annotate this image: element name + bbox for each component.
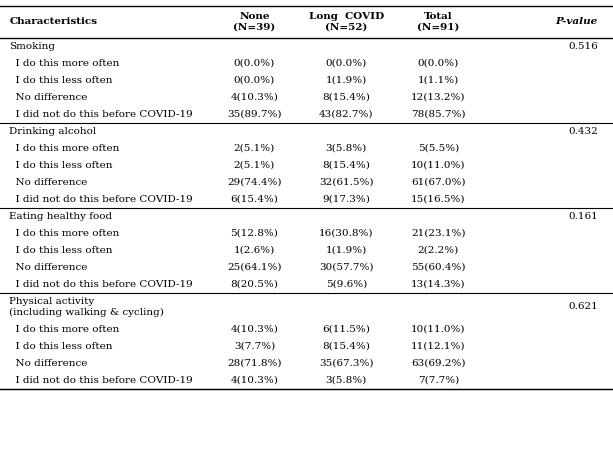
Text: I do this more often: I do this more often <box>9 229 120 238</box>
Text: 5(9.6%): 5(9.6%) <box>326 280 367 289</box>
Text: 2(2.2%): 2(2.2%) <box>417 246 459 255</box>
Text: I do this less often: I do this less often <box>9 246 113 255</box>
Text: 25(64.1%): 25(64.1%) <box>227 263 281 272</box>
Text: I do this less often: I do this less often <box>9 161 113 170</box>
Text: 6(11.5%): 6(11.5%) <box>322 325 370 334</box>
Text: 78(85.7%): 78(85.7%) <box>411 110 465 119</box>
Text: 0(0.0%): 0(0.0%) <box>417 59 459 68</box>
Text: 3(5.8%): 3(5.8%) <box>326 144 367 153</box>
Text: 0.432: 0.432 <box>568 127 598 136</box>
Text: 63(69.2%): 63(69.2%) <box>411 359 465 368</box>
Text: 4(10.3%): 4(10.3%) <box>230 376 278 385</box>
Text: 13(14.3%): 13(14.3%) <box>411 280 465 289</box>
Text: 16(30.8%): 16(30.8%) <box>319 229 373 238</box>
Text: Total
(N=91): Total (N=91) <box>417 12 460 32</box>
Text: I did not do this before COVID-19: I did not do this before COVID-19 <box>9 110 193 119</box>
Text: 35(89.7%): 35(89.7%) <box>227 110 281 119</box>
Text: I do this less often: I do this less often <box>9 76 113 85</box>
Text: 10(11.0%): 10(11.0%) <box>411 325 465 334</box>
Text: 30(57.7%): 30(57.7%) <box>319 263 373 272</box>
Text: 1(1.1%): 1(1.1%) <box>417 76 459 85</box>
Text: 12(13.2%): 12(13.2%) <box>411 93 465 102</box>
Text: Physical activity
(including walking & cycling): Physical activity (including walking & c… <box>9 297 164 317</box>
Text: Drinking alcohol: Drinking alcohol <box>9 127 96 136</box>
Text: 28(71.8%): 28(71.8%) <box>227 359 281 368</box>
Text: 5(5.5%): 5(5.5%) <box>417 144 459 153</box>
Text: 3(7.7%): 3(7.7%) <box>234 342 275 351</box>
Text: No difference: No difference <box>9 93 88 102</box>
Text: 21(23.1%): 21(23.1%) <box>411 229 465 238</box>
Text: 0.516: 0.516 <box>568 42 598 51</box>
Text: 0.161: 0.161 <box>568 212 598 221</box>
Text: 0(0.0%): 0(0.0%) <box>234 76 275 85</box>
Text: 9(17.3%): 9(17.3%) <box>322 195 370 204</box>
Text: 8(20.5%): 8(20.5%) <box>230 280 278 289</box>
Text: 29(74.4%): 29(74.4%) <box>227 178 281 187</box>
Text: 1(2.6%): 1(2.6%) <box>234 246 275 255</box>
Text: 4(10.3%): 4(10.3%) <box>230 93 278 102</box>
Text: 15(16.5%): 15(16.5%) <box>411 195 465 204</box>
Text: 0.621: 0.621 <box>568 302 598 311</box>
Text: 10(11.0%): 10(11.0%) <box>411 161 465 170</box>
Text: 11(12.1%): 11(12.1%) <box>411 342 465 351</box>
Text: 55(60.4%): 55(60.4%) <box>411 263 465 272</box>
Text: 32(61.5%): 32(61.5%) <box>319 178 373 187</box>
Text: 0(0.0%): 0(0.0%) <box>234 59 275 68</box>
Text: Eating healthy food: Eating healthy food <box>9 212 112 221</box>
Text: 4(10.3%): 4(10.3%) <box>230 325 278 334</box>
Text: 3(5.8%): 3(5.8%) <box>326 376 367 385</box>
Text: No difference: No difference <box>9 178 88 187</box>
Text: No difference: No difference <box>9 359 88 368</box>
Text: Smoking: Smoking <box>9 42 55 51</box>
Text: I did not do this before COVID-19: I did not do this before COVID-19 <box>9 280 193 289</box>
Text: Long  COVID
(N=52): Long COVID (N=52) <box>309 12 384 32</box>
Text: I do this more often: I do this more often <box>9 325 120 334</box>
Text: 2(5.1%): 2(5.1%) <box>234 144 275 153</box>
Text: 6(15.4%): 6(15.4%) <box>230 195 278 204</box>
Text: No difference: No difference <box>9 263 88 272</box>
Text: 61(67.0%): 61(67.0%) <box>411 178 465 187</box>
Text: I do this more often: I do this more often <box>9 144 120 153</box>
Text: 0(0.0%): 0(0.0%) <box>326 59 367 68</box>
Text: 8(15.4%): 8(15.4%) <box>322 93 370 102</box>
Text: 43(82.7%): 43(82.7%) <box>319 110 373 119</box>
Text: I did not do this before COVID-19: I did not do this before COVID-19 <box>9 195 193 204</box>
Text: 8(15.4%): 8(15.4%) <box>322 161 370 170</box>
Text: 7(7.7%): 7(7.7%) <box>417 376 459 385</box>
Text: 2(5.1%): 2(5.1%) <box>234 161 275 170</box>
Text: I did not do this before COVID-19: I did not do this before COVID-19 <box>9 376 193 385</box>
Text: 1(1.9%): 1(1.9%) <box>326 76 367 85</box>
Text: I do this more often: I do this more often <box>9 59 120 68</box>
Text: P-value: P-value <box>555 18 598 26</box>
Text: 1(1.9%): 1(1.9%) <box>326 246 367 255</box>
Text: Characteristics: Characteristics <box>9 18 97 26</box>
Text: 5(12.8%): 5(12.8%) <box>230 229 278 238</box>
Text: None
(N=39): None (N=39) <box>234 12 275 32</box>
Text: I do this less often: I do this less often <box>9 342 113 351</box>
Text: 35(67.3%): 35(67.3%) <box>319 359 373 368</box>
Text: 8(15.4%): 8(15.4%) <box>322 342 370 351</box>
